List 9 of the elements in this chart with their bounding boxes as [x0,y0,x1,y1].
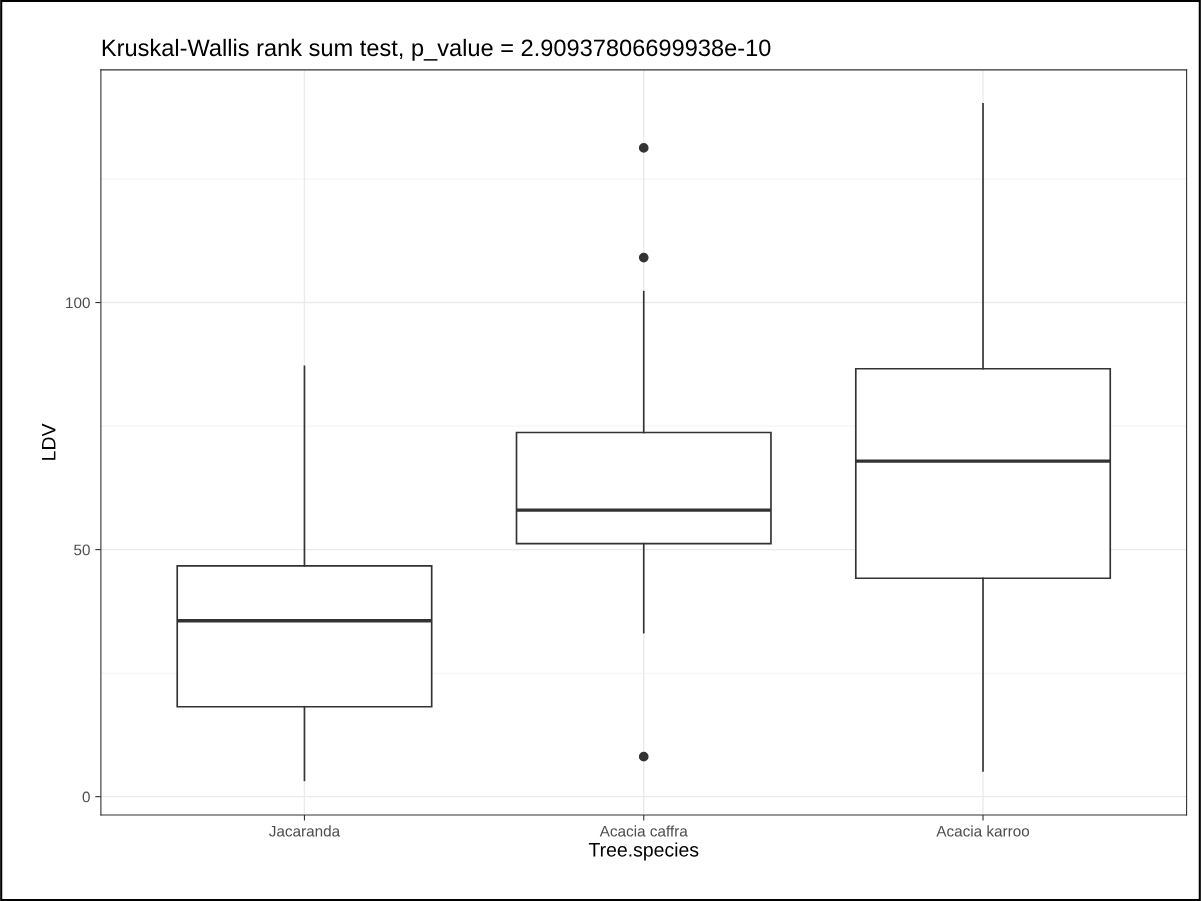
x-tick-label: Acacia karroo [936,825,1030,837]
chart-title: Kruskal-Wallis rank sum test, p_value = 2.90937806699938e-10 [102,38,771,61]
x-tick-label: Acacia caffra [599,825,688,837]
y-axis-title: LDV [42,423,56,460]
y-tick-label: 100 [66,297,90,309]
y-tick-label: 0 [82,791,90,803]
y-tick-label: 50 [74,544,90,556]
x-tick-label: Jacaranda [269,825,341,837]
x-axis-title: Tree.species [588,842,699,861]
